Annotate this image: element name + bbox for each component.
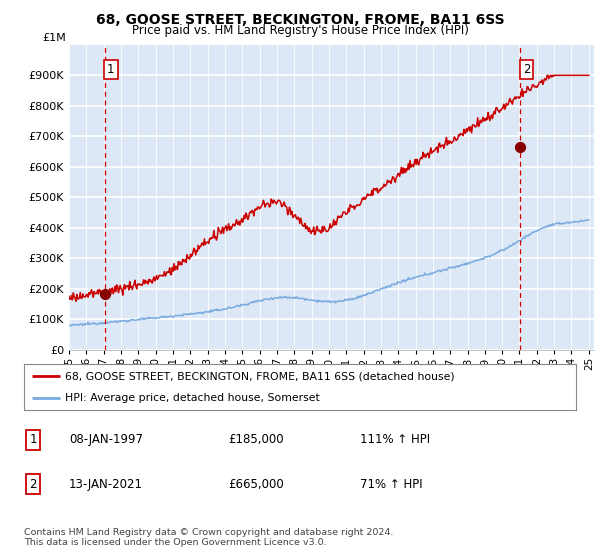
Point [515,143,525,152]
Text: 2: 2 [29,478,37,491]
Text: £185,000: £185,000 [228,433,284,446]
Text: Contains HM Land Registry data © Crown copyright and database right 2024.
This d: Contains HM Land Registry data © Crown c… [24,528,394,547]
Text: 13-JAN-2021: 13-JAN-2021 [69,478,143,491]
Text: 71% ↑ HPI: 71% ↑ HPI [360,478,422,491]
Text: 1: 1 [29,433,37,446]
Text: 68, GOOSE STREET, BECKINGTON, FROME, BA11 6SS: 68, GOOSE STREET, BECKINGTON, FROME, BA1… [95,13,505,27]
Point [100,289,109,298]
Text: £1M: £1M [43,33,67,43]
Text: 2: 2 [523,63,530,76]
Text: £665,000: £665,000 [228,478,284,491]
Text: 111% ↑ HPI: 111% ↑ HPI [360,433,430,446]
Text: HPI: Average price, detached house, Somerset: HPI: Average price, detached house, Some… [65,394,320,403]
Text: 68, GOOSE STREET, BECKINGTON, FROME, BA11 6SS (detached house): 68, GOOSE STREET, BECKINGTON, FROME, BA1… [65,371,455,381]
Text: 08-JAN-1997: 08-JAN-1997 [69,433,143,446]
Text: 1: 1 [107,63,115,76]
Text: Price paid vs. HM Land Registry's House Price Index (HPI): Price paid vs. HM Land Registry's House … [131,24,469,37]
